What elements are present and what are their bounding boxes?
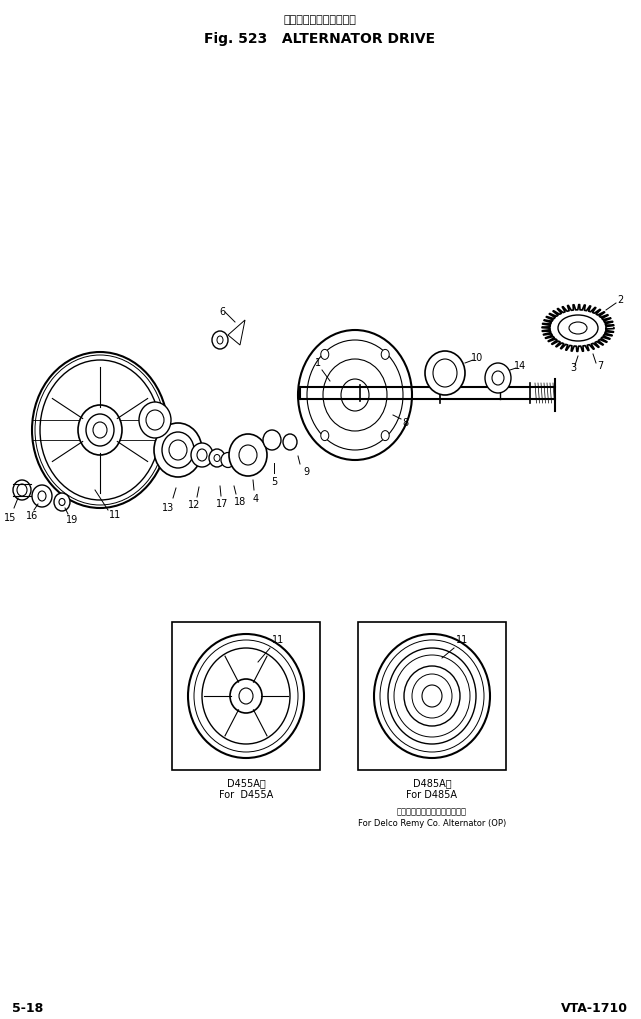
Ellipse shape <box>229 434 267 476</box>
Ellipse shape <box>86 414 114 446</box>
Text: 8: 8 <box>402 418 408 428</box>
Ellipse shape <box>13 480 31 500</box>
Ellipse shape <box>78 405 122 455</box>
Ellipse shape <box>558 315 598 341</box>
Text: 5-18: 5-18 <box>12 1002 43 1015</box>
Ellipse shape <box>32 352 168 508</box>
Text: 18: 18 <box>234 497 246 507</box>
Text: 9: 9 <box>303 467 309 477</box>
Text: 19: 19 <box>66 515 78 525</box>
Text: 16: 16 <box>26 511 38 521</box>
Text: 5: 5 <box>271 477 277 487</box>
Text: For Delco Remy Co. Alternator (OP): For Delco Remy Co. Alternator (OP) <box>358 819 506 828</box>
Ellipse shape <box>374 634 490 758</box>
Ellipse shape <box>320 431 329 440</box>
Text: オルタネータ・ドライブ: オルタネータ・ドライブ <box>283 15 356 25</box>
Text: デルコレミー製オルタネータ用: デルコレミー製オルタネータ用 <box>397 807 467 816</box>
Text: 2: 2 <box>617 294 623 305</box>
Ellipse shape <box>381 350 389 360</box>
Ellipse shape <box>188 634 304 758</box>
Bar <box>358 622 506 770</box>
Ellipse shape <box>263 430 281 450</box>
Ellipse shape <box>209 449 225 467</box>
Ellipse shape <box>381 431 389 440</box>
Ellipse shape <box>191 443 213 467</box>
Ellipse shape <box>485 363 511 393</box>
Ellipse shape <box>139 403 171 438</box>
Text: 6: 6 <box>219 307 225 317</box>
Text: For D485A: For D485A <box>406 790 458 800</box>
Text: Fig. 523   ALTERNATOR DRIVE: Fig. 523 ALTERNATOR DRIVE <box>204 32 436 46</box>
Text: 1: 1 <box>315 358 321 368</box>
Ellipse shape <box>202 648 290 744</box>
Ellipse shape <box>298 330 412 460</box>
Text: 4: 4 <box>253 494 259 504</box>
Text: VTA-1710: VTA-1710 <box>561 1002 628 1015</box>
Ellipse shape <box>32 485 52 507</box>
Text: 11: 11 <box>456 635 468 645</box>
Text: 10: 10 <box>471 353 483 363</box>
Text: 7: 7 <box>597 361 603 371</box>
Text: 3: 3 <box>570 363 576 373</box>
Polygon shape <box>228 320 245 345</box>
Ellipse shape <box>283 434 297 450</box>
Ellipse shape <box>230 679 262 713</box>
Ellipse shape <box>320 350 329 360</box>
Text: 15: 15 <box>4 513 16 523</box>
Ellipse shape <box>54 493 70 511</box>
Ellipse shape <box>221 452 235 468</box>
Ellipse shape <box>425 351 465 395</box>
Text: 17: 17 <box>216 499 228 510</box>
Text: 11: 11 <box>109 510 121 520</box>
Text: 14: 14 <box>514 361 526 371</box>
Ellipse shape <box>154 423 202 477</box>
Text: 12: 12 <box>188 500 200 510</box>
Text: 13: 13 <box>162 503 174 513</box>
Text: D455A用: D455A用 <box>227 777 265 788</box>
Ellipse shape <box>162 432 194 468</box>
Text: For  D455A: For D455A <box>219 790 273 800</box>
Bar <box>172 622 320 770</box>
Text: D485A用: D485A用 <box>413 777 451 788</box>
Ellipse shape <box>212 331 228 348</box>
Text: 11: 11 <box>272 635 284 645</box>
